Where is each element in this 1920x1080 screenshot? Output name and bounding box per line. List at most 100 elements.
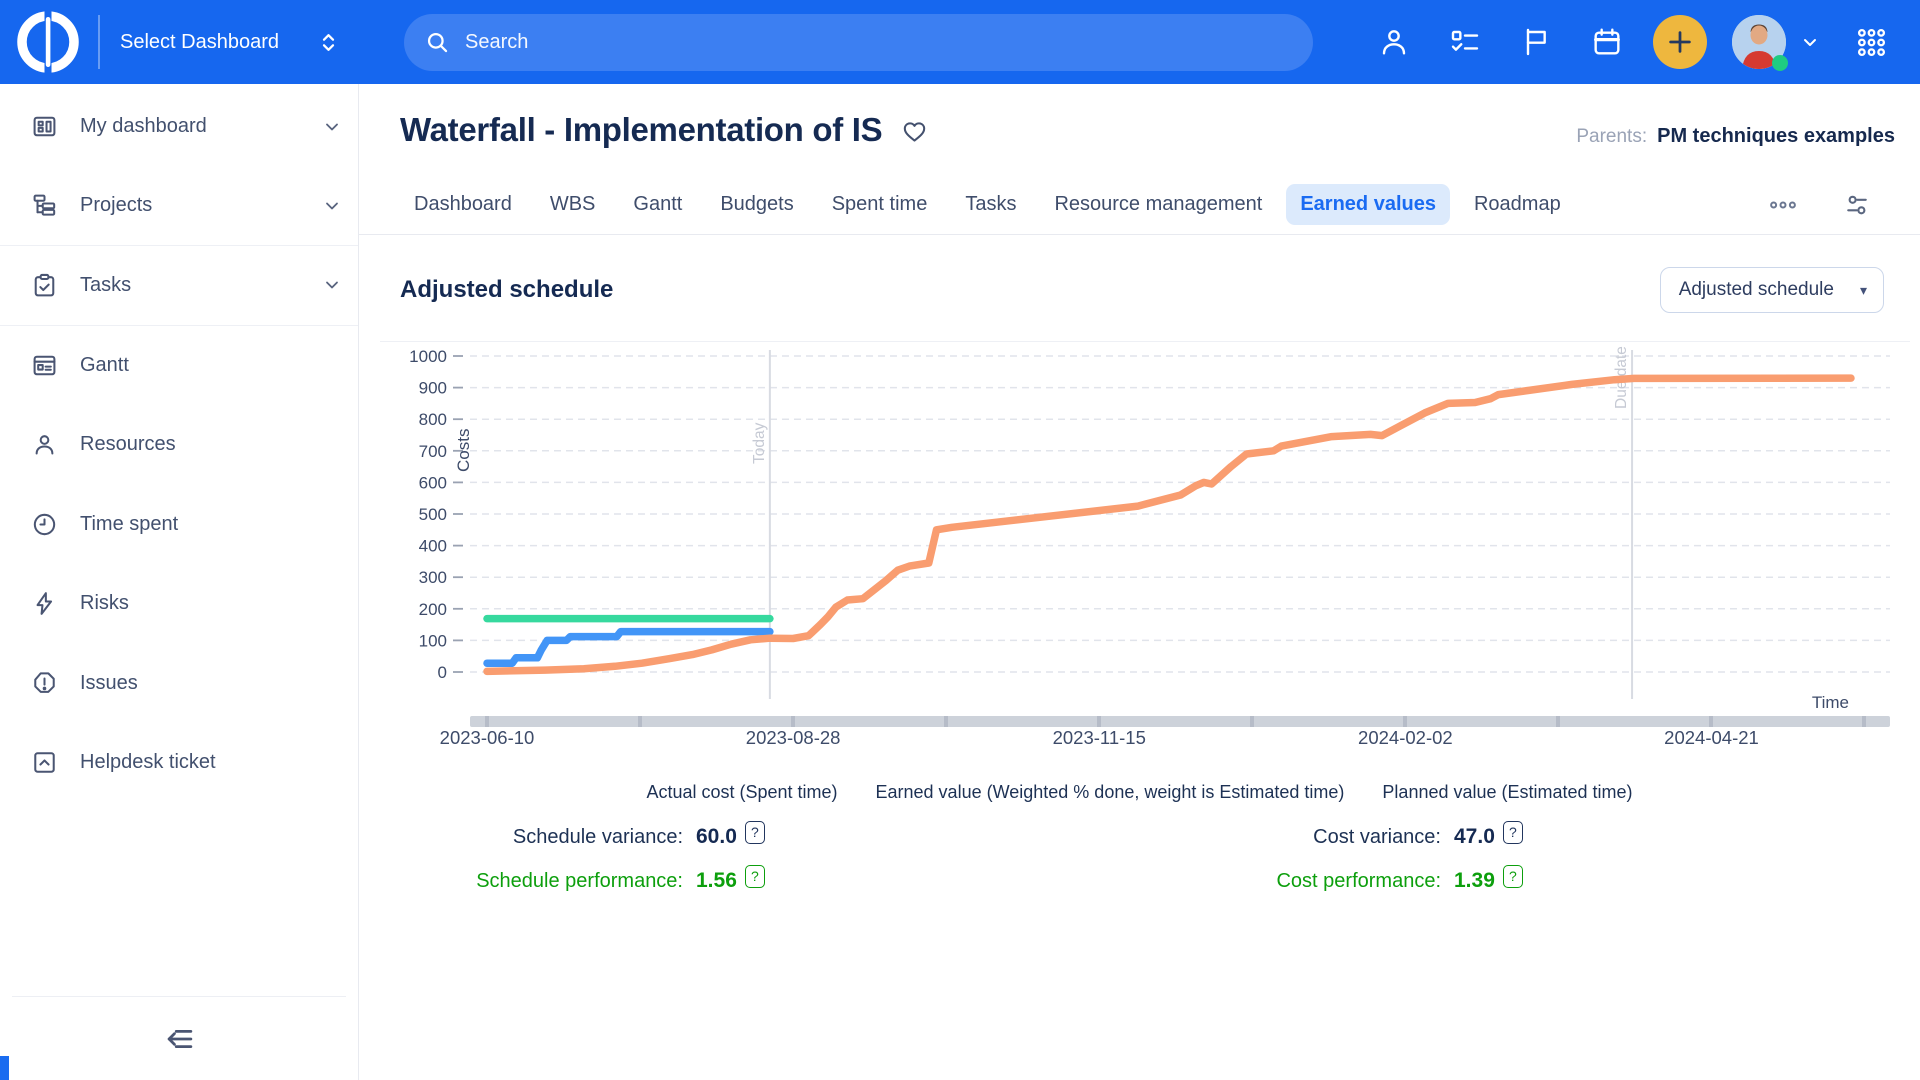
user-icon[interactable] xyxy=(1378,26,1410,58)
title-row: Waterfall - Implementation of IS Parents… xyxy=(400,111,1895,149)
projects-icon xyxy=(31,192,58,219)
svg-text:100: 100 xyxy=(419,631,447,650)
tab-resource-management[interactable]: Resource management xyxy=(1040,184,1276,225)
sidebar-item-resources[interactable]: Resources xyxy=(0,405,358,485)
svg-text:500: 500 xyxy=(419,505,447,524)
flag-icon[interactable] xyxy=(1520,26,1552,58)
metric-value: 1.56 xyxy=(696,869,737,893)
help-icon[interactable]: ? xyxy=(1503,865,1523,888)
section-header: Adjusted schedule Adjusted schedule ▾ xyxy=(400,267,1884,313)
section-title: Adjusted schedule xyxy=(400,276,613,304)
chevron-down-icon[interactable] xyxy=(1798,30,1822,54)
sidebar-item-label: Time spent xyxy=(80,513,178,536)
svg-text:2023-06-10: 2023-06-10 xyxy=(440,727,535,748)
tab-earned-values[interactable]: Earned values xyxy=(1286,184,1450,225)
sidebar-item-label: Helpdesk ticket xyxy=(80,751,216,774)
chevron-up-down-icon xyxy=(315,29,342,56)
svg-text:600: 600 xyxy=(419,473,447,492)
help-icon[interactable]: ? xyxy=(1503,821,1523,844)
topbar-actions xyxy=(1378,15,1920,69)
search-bar[interactable] xyxy=(404,14,1313,71)
app-logo-icon[interactable] xyxy=(14,8,82,76)
parent-project-link[interactable]: PM techniques examples xyxy=(1657,125,1895,148)
legend-item: Actual cost (Spent time) xyxy=(646,782,837,803)
heart-icon xyxy=(900,116,929,145)
chart-legend: Actual cost (Spent time)Earned value (We… xyxy=(359,782,1920,803)
schedule-type-dropdown[interactable]: Adjusted schedule ▾ xyxy=(1660,267,1884,313)
settings-sliders-icon[interactable] xyxy=(1842,190,1872,220)
svg-text:Time: Time xyxy=(1812,693,1849,712)
add-button[interactable] xyxy=(1653,15,1707,69)
tab-dashboard[interactable]: Dashboard xyxy=(400,184,526,225)
page-title: Waterfall - Implementation of IS xyxy=(400,111,882,149)
risk-icon xyxy=(31,590,58,617)
tab-budgets[interactable]: Budgets xyxy=(706,184,807,225)
search-input[interactable] xyxy=(463,30,1313,55)
clock-icon xyxy=(31,511,58,538)
legend-item: Planned value (Estimated time) xyxy=(1382,782,1632,803)
metric-label: Cost variance: xyxy=(1208,826,1441,849)
sidebar-item-label: Projects xyxy=(80,194,152,217)
sidebar-item-label: Issues xyxy=(80,672,138,695)
metric-label: Schedule performance: xyxy=(450,870,683,893)
sidebar-item-label: Resources xyxy=(80,433,176,456)
parents-label: Parents: xyxy=(1576,126,1647,148)
sidebar-item-risks[interactable]: Risks xyxy=(0,564,358,644)
svg-text:2024-04-21: 2024-04-21 xyxy=(1664,727,1759,748)
svg-text:300: 300 xyxy=(419,568,447,587)
topbar-divider xyxy=(98,15,100,69)
sidebar-item-label: Tasks xyxy=(80,274,131,297)
issue-icon xyxy=(31,670,58,697)
resources-icon xyxy=(31,431,58,458)
chart-area: 01002003004005006007008009001000CostsTod… xyxy=(359,342,1920,754)
chart-scrollbar[interactable] xyxy=(470,716,1890,727)
favorite-button[interactable] xyxy=(900,116,929,145)
sidebar-item-tasks[interactable]: Tasks xyxy=(0,246,358,326)
sidebar-item-issues[interactable]: Issues xyxy=(0,644,358,724)
svg-text:700: 700 xyxy=(419,442,447,461)
metrics: Schedule variance: 60.0 ? Cost variance:… xyxy=(450,821,1920,897)
tab-tasks[interactable]: Tasks xyxy=(951,184,1030,225)
tabs: DashboardWBSGanttBudgetsSpent timeTasksR… xyxy=(400,184,1575,225)
tab-actions xyxy=(1768,190,1872,220)
sidebar-footer xyxy=(12,996,346,1080)
svg-text:2023-11-15: 2023-11-15 xyxy=(1053,727,1146,748)
sidebar-item-label: Risks xyxy=(80,592,129,615)
helpdesk-icon xyxy=(31,749,58,776)
calendar-icon[interactable] xyxy=(1591,26,1623,58)
chevron-down-icon xyxy=(320,115,344,139)
checklist-icon[interactable] xyxy=(1449,26,1481,58)
schedule-variance: Schedule variance: 60.0 ? xyxy=(450,821,1208,853)
sidebar-item-projects[interactable]: Projects xyxy=(0,167,358,247)
sidebar-item-time-spent[interactable]: Time spent xyxy=(0,485,358,565)
metric-value: 47.0 xyxy=(1454,825,1495,849)
help-icon[interactable]: ? xyxy=(745,865,765,888)
svg-text:Today: Today xyxy=(751,422,768,464)
sidebar-item-label: Gantt xyxy=(80,354,129,377)
svg-text:Costs: Costs xyxy=(454,429,473,472)
svg-text:2023-08-28: 2023-08-28 xyxy=(746,727,841,748)
dashboard-selector[interactable]: Select Dashboard xyxy=(114,28,348,57)
collapse-sidebar-button[interactable] xyxy=(156,1021,202,1057)
chevron-down-icon xyxy=(320,194,344,218)
tab-wbs[interactable]: WBS xyxy=(536,184,610,225)
sidebar-item-helpdesk-ticket[interactable]: Helpdesk ticket xyxy=(0,723,358,803)
svg-text:0: 0 xyxy=(438,663,447,682)
online-status-dot xyxy=(1772,55,1788,71)
user-avatar[interactable] xyxy=(1732,15,1786,69)
help-icon[interactable]: ? xyxy=(745,821,765,844)
schedule-performance: Schedule performance: 1.56 ? xyxy=(450,865,1208,897)
search-icon xyxy=(424,29,451,56)
tab-gantt[interactable]: Gantt xyxy=(619,184,696,225)
sidebar: My dashboard Projects Tasks Gantt Resources T… xyxy=(0,84,359,1080)
tab-spent-time[interactable]: Spent time xyxy=(818,184,942,225)
tab-roadmap[interactable]: Roadmap xyxy=(1460,184,1575,225)
sidebar-item-gantt[interactable]: Gantt xyxy=(0,326,358,406)
caret-down-icon: ▾ xyxy=(1860,282,1867,299)
dashboard-icon xyxy=(31,113,58,140)
gantt-icon xyxy=(31,352,58,379)
sidebar-item-my-dashboard[interactable]: My dashboard xyxy=(0,87,358,167)
apps-grid-icon[interactable] xyxy=(1855,26,1888,59)
topbar: Select Dashboard xyxy=(0,0,1920,84)
more-options-icon[interactable] xyxy=(1768,190,1798,220)
